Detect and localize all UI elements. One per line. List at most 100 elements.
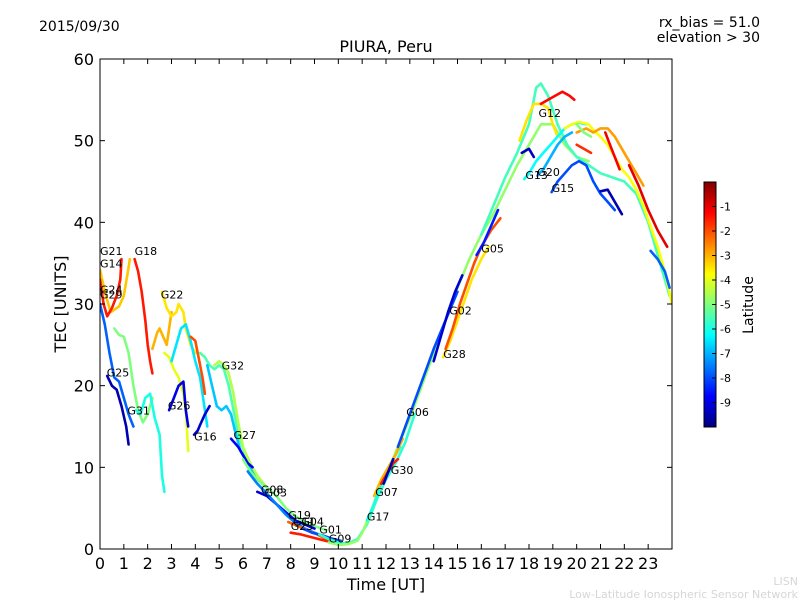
colorbar-tick-label: -8 bbox=[720, 372, 731, 385]
tec-series-line-27 bbox=[372, 437, 405, 498]
satellite-label: G09 bbox=[329, 533, 352, 546]
x-tick-label: 12 bbox=[376, 554, 396, 573]
colorbar-ticks: -1 -2 -3 -4 -5 -6 -7 -8 -9 bbox=[712, 201, 731, 410]
tec-series-line-22 bbox=[289, 531, 331, 543]
colorbar-tick-label: -9 bbox=[720, 397, 731, 410]
tec-series-line-33 bbox=[432, 274, 464, 363]
satellite-label: G11 bbox=[293, 515, 316, 528]
satellite-label: G21 bbox=[100, 245, 123, 258]
tec-series-line-4 bbox=[113, 327, 154, 424]
x-tick-label: 3 bbox=[166, 554, 176, 573]
satellite-label: G19 bbox=[288, 509, 311, 522]
x-tick-label: 20 bbox=[567, 554, 587, 573]
y-tick-label: 50 bbox=[74, 132, 94, 151]
colorbar-tick-label: -1 bbox=[720, 201, 731, 214]
x-tick-label: 1 bbox=[119, 554, 129, 573]
colorbar-label: Latitude bbox=[741, 276, 757, 334]
footer-network: Low-Latitude Ionospheric Sensor Network bbox=[569, 588, 798, 600]
colorbar-tick-label: -2 bbox=[720, 225, 731, 238]
chart-title: PIURA, Peru bbox=[339, 37, 432, 56]
tec-series-line-38 bbox=[520, 147, 536, 159]
y-tick-label: 20 bbox=[74, 377, 94, 396]
x-tick-label: 19 bbox=[543, 554, 563, 573]
tec-series-line-47 bbox=[603, 131, 621, 171]
satellite-label: G02 bbox=[449, 305, 472, 318]
satellite-label: G22 bbox=[161, 288, 184, 301]
colorbar-tick-label: -7 bbox=[720, 348, 731, 361]
satellite-label: G14 bbox=[100, 257, 123, 270]
y-tick-label: 10 bbox=[74, 458, 94, 477]
colorbar-tick-label: -3 bbox=[720, 250, 731, 263]
x-tick-label: 14 bbox=[424, 554, 444, 573]
satellite-label: G16 bbox=[194, 430, 217, 443]
satellite-label: G31 bbox=[127, 404, 150, 417]
x-tick-label: 22 bbox=[614, 554, 634, 573]
x-tick-label: 0 bbox=[95, 554, 105, 573]
tec-series-line-2 bbox=[100, 302, 135, 428]
x-tick-label: 4 bbox=[190, 554, 200, 573]
satellite-label: G15 bbox=[552, 182, 575, 195]
x-axis: 0 1 2 3 4 5 6 7 8 9 10 11 12 13 14 15 16 17 18 19 20 21 22 23 bbox=[95, 59, 658, 573]
satellite-label: G01 bbox=[319, 524, 342, 537]
y-tick-label: 30 bbox=[74, 295, 94, 314]
tec-series-line-18 bbox=[241, 457, 328, 532]
satellite-label: G12 bbox=[539, 107, 562, 120]
satellite-label: G30 bbox=[391, 464, 414, 477]
satellite-label: G07 bbox=[375, 486, 398, 499]
tec-series-line-13 bbox=[192, 404, 211, 437]
tec-series-line-10 bbox=[170, 323, 209, 428]
tec-series-line-3 bbox=[105, 374, 130, 446]
satellite-label: G24 bbox=[100, 283, 123, 296]
y-axis-label: TEC [UNITS] bbox=[51, 256, 70, 354]
satellite-label: G13 bbox=[525, 169, 548, 182]
x-tick-label: 7 bbox=[262, 554, 272, 573]
tec-series-line-29 bbox=[382, 457, 395, 486]
satellite-label: G17 bbox=[367, 510, 390, 523]
tec-series-line-6 bbox=[151, 310, 173, 351]
x-tick-label: 5 bbox=[214, 554, 224, 573]
satellite-labels-layer: G21G14G24G29G18G25G31G22G26G16G32G27G08G… bbox=[100, 107, 574, 546]
tec-series-line-34 bbox=[475, 208, 500, 257]
satellite-label: G32 bbox=[222, 359, 245, 372]
tec-series-line-44 bbox=[575, 127, 645, 187]
plot-background bbox=[100, 59, 672, 549]
satellite-label: G23 bbox=[291, 520, 314, 533]
tec-series-line-19 bbox=[255, 490, 316, 530]
satellite-label: G06 bbox=[406, 406, 429, 419]
x-tick-label: 18 bbox=[519, 554, 539, 573]
x-tick-label: 15 bbox=[447, 554, 467, 573]
tec-series-line-42 bbox=[599, 188, 624, 216]
satellite-label: G05 bbox=[481, 243, 504, 256]
y-tick-label: 60 bbox=[74, 50, 94, 69]
satellite-label: G03 bbox=[265, 487, 288, 500]
tec-series-line-17 bbox=[229, 437, 254, 469]
satellite-label: G08 bbox=[261, 484, 284, 497]
rx-bias-label: rx_bias = 51.0 bbox=[659, 15, 760, 31]
satellite-label: G28 bbox=[443, 348, 466, 361]
satellite-label: G18 bbox=[135, 245, 158, 258]
tec-series-line-46 bbox=[627, 163, 669, 249]
series-layer bbox=[100, 82, 672, 547]
y-tick-label: 40 bbox=[74, 213, 94, 232]
tec-series-line-14 bbox=[198, 351, 254, 469]
satellite-label: G26 bbox=[168, 399, 191, 412]
x-tick-label: 2 bbox=[143, 554, 153, 573]
colorbar-tick-label: -4 bbox=[720, 274, 731, 287]
x-tick-label: 8 bbox=[286, 554, 296, 573]
x-tick-label: 9 bbox=[309, 554, 319, 573]
tec-series-line-48 bbox=[575, 143, 593, 155]
satellite-label: G27 bbox=[234, 429, 257, 442]
tec-series-line-35 bbox=[479, 82, 671, 298]
footer-lisn: LISN bbox=[773, 575, 798, 588]
tec-series-line-41 bbox=[550, 159, 617, 212]
x-tick-label: 10 bbox=[328, 554, 348, 573]
date-label: 2015/09/30 bbox=[39, 19, 120, 35]
tec-series-line-49 bbox=[649, 249, 671, 290]
tec-series-line-7 bbox=[134, 392, 166, 494]
satellite-label: G25 bbox=[107, 367, 130, 380]
y-tick-label: 0 bbox=[84, 540, 94, 559]
colorbar-tick-label: -5 bbox=[720, 299, 731, 312]
satellite-label: G20 bbox=[537, 166, 560, 179]
